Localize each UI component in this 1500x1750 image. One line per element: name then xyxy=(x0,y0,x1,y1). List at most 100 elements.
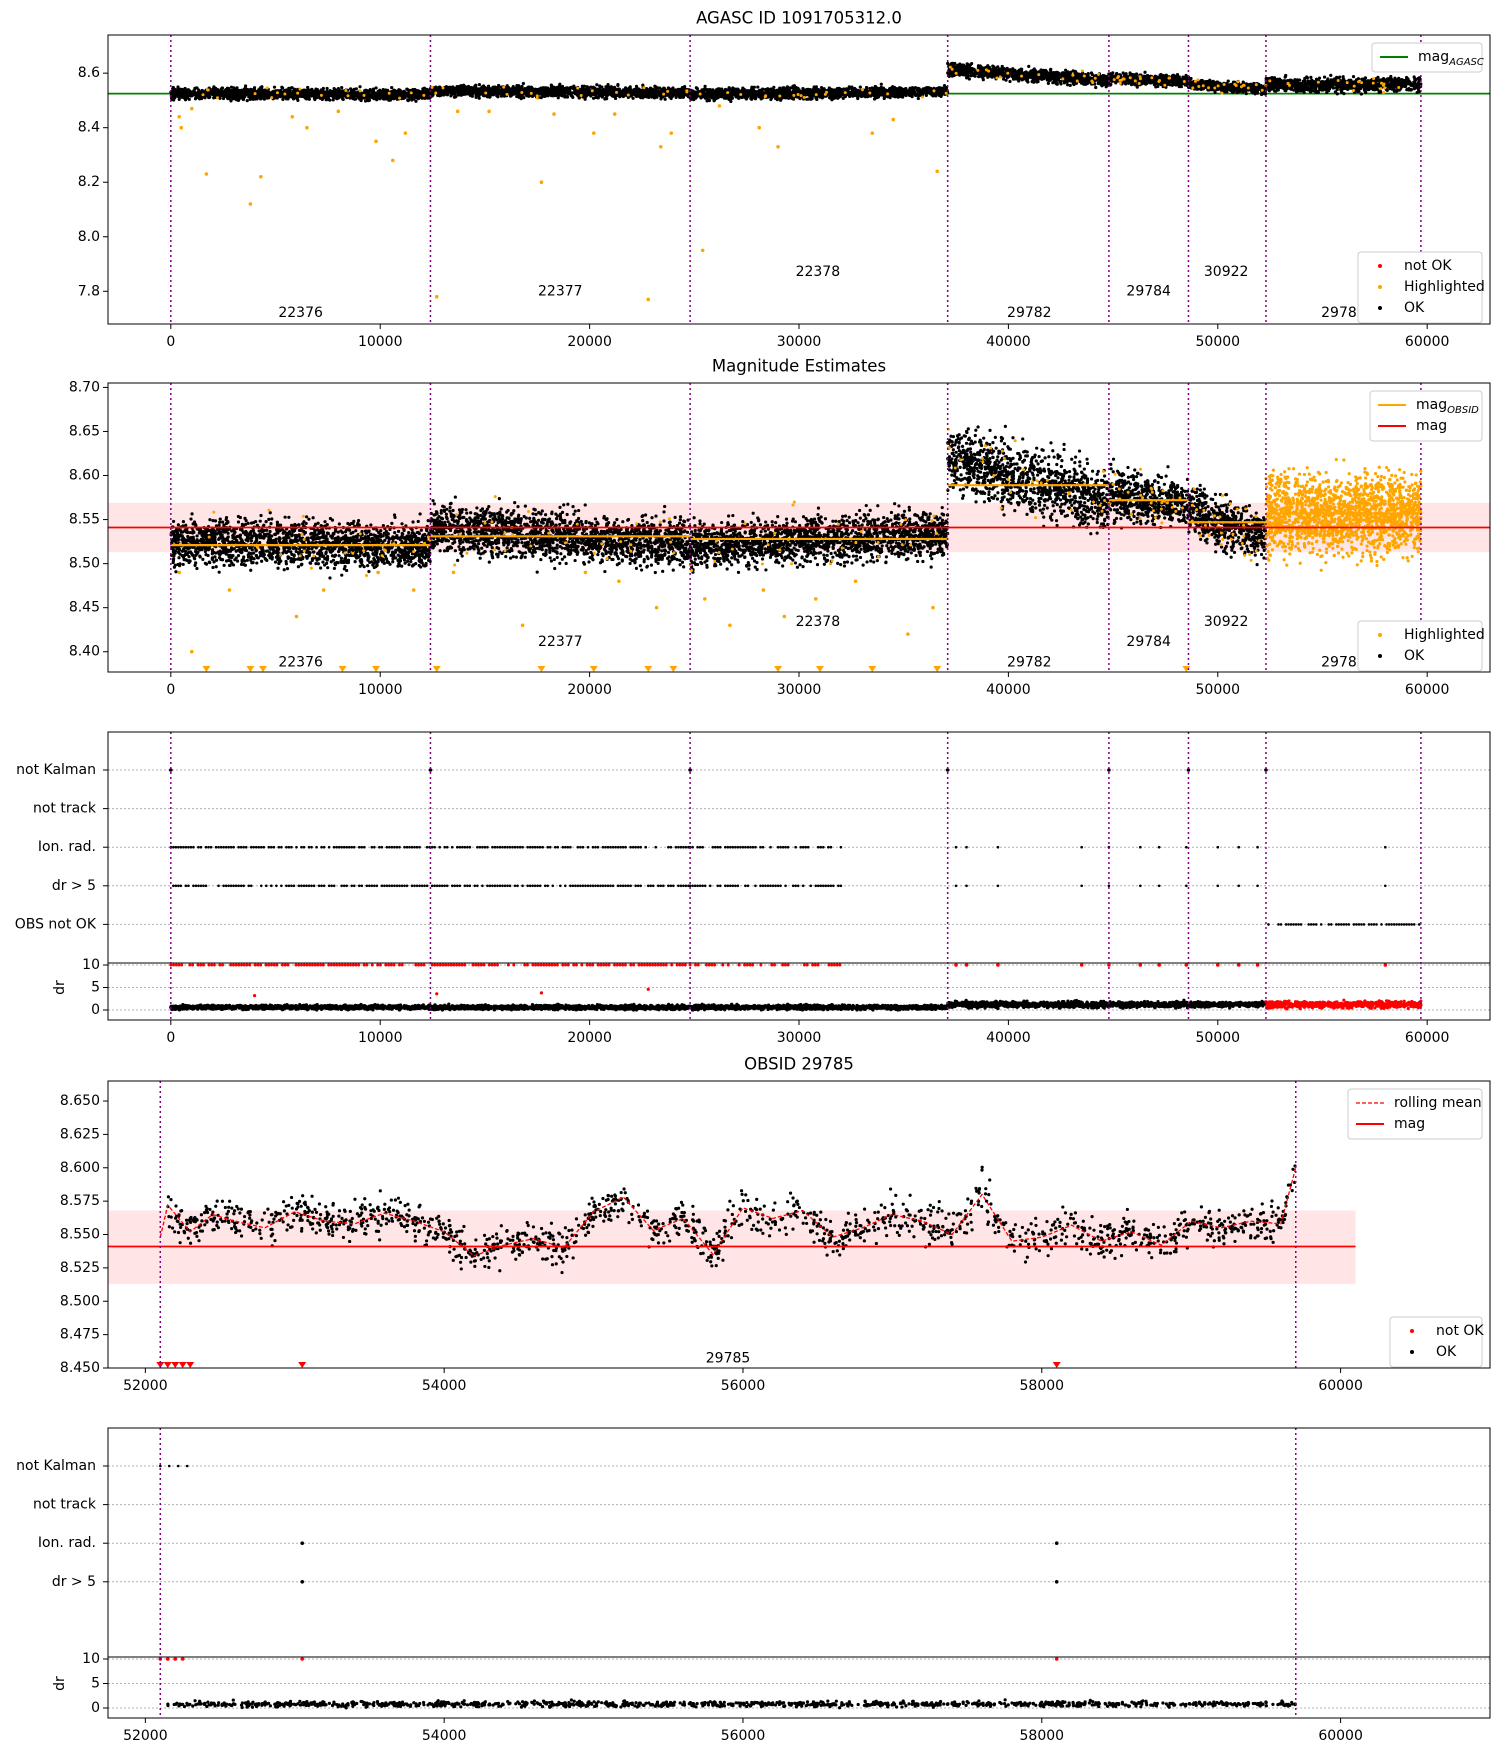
data-point xyxy=(677,93,681,97)
data-point xyxy=(805,91,810,95)
data-point xyxy=(394,90,399,94)
data-point xyxy=(758,94,762,98)
data-point xyxy=(749,92,753,96)
data-point xyxy=(839,93,843,97)
data-point xyxy=(459,84,463,88)
data-point xyxy=(464,86,469,90)
data-point xyxy=(171,85,175,90)
data-point xyxy=(354,93,358,98)
data-point xyxy=(226,91,230,95)
data-point xyxy=(473,84,477,88)
data-point xyxy=(785,87,789,91)
data-point xyxy=(213,93,218,97)
data-point xyxy=(766,88,770,92)
data-point xyxy=(858,85,862,89)
data-point xyxy=(703,96,708,100)
data-point xyxy=(812,89,816,93)
data-point xyxy=(634,84,639,88)
data-point xyxy=(478,91,483,95)
data-point xyxy=(454,95,458,99)
data-point xyxy=(185,88,189,92)
data-point xyxy=(896,95,900,99)
data-point xyxy=(692,97,696,102)
data-point xyxy=(591,85,596,89)
data-point xyxy=(203,96,207,100)
data-point xyxy=(327,92,331,96)
data-point xyxy=(477,82,481,87)
data-point xyxy=(916,96,920,101)
data-point xyxy=(600,94,605,98)
data-point xyxy=(272,85,277,89)
data-point xyxy=(407,98,411,102)
data-point xyxy=(733,93,737,97)
data-point xyxy=(349,95,353,99)
data-point xyxy=(736,88,740,92)
chart-title: AGASC ID 1091705312.0 xyxy=(696,9,902,28)
data-point xyxy=(570,94,574,98)
data-point xyxy=(198,94,202,98)
data-point xyxy=(888,87,893,92)
data-point xyxy=(257,90,261,94)
data-point xyxy=(656,89,660,94)
data-point xyxy=(354,87,358,91)
data-point xyxy=(638,90,642,94)
data-point xyxy=(413,93,417,97)
data-point xyxy=(287,87,291,91)
data-point xyxy=(549,83,553,87)
data-point xyxy=(756,85,760,89)
data-point xyxy=(543,90,547,94)
data-point xyxy=(772,92,776,97)
data-point xyxy=(752,85,756,89)
data-point xyxy=(720,93,724,97)
data-point xyxy=(501,89,505,93)
data-point xyxy=(712,99,716,103)
data-point xyxy=(550,94,554,98)
data-point xyxy=(723,93,727,97)
data-point xyxy=(833,96,838,100)
data-point xyxy=(819,85,824,90)
data-point xyxy=(827,87,831,91)
data-point xyxy=(256,93,261,97)
data-point xyxy=(707,94,711,98)
data-point xyxy=(850,93,854,97)
data-point xyxy=(774,96,778,101)
data-point xyxy=(468,93,473,98)
data-point xyxy=(515,84,519,88)
data-point xyxy=(863,91,867,95)
data-point xyxy=(810,96,814,101)
data-point xyxy=(577,90,581,94)
data-point xyxy=(375,97,380,101)
data-point xyxy=(940,92,944,96)
data-point xyxy=(540,91,544,95)
data-point xyxy=(390,86,394,90)
data-point xyxy=(177,97,181,101)
data-point xyxy=(496,95,500,99)
data-point xyxy=(859,94,864,99)
data-point xyxy=(552,87,556,91)
data-point xyxy=(307,97,311,101)
data-point xyxy=(340,94,344,98)
data-point xyxy=(409,94,413,99)
data-point xyxy=(893,95,897,99)
data-point xyxy=(511,86,515,90)
data-point xyxy=(946,61,950,66)
data-point xyxy=(358,85,362,89)
data-point xyxy=(731,86,735,90)
data-point xyxy=(560,93,564,98)
data-point xyxy=(900,94,904,99)
data-point xyxy=(215,88,220,92)
data-point xyxy=(366,99,370,103)
data-point xyxy=(567,87,571,91)
data-point xyxy=(785,92,789,96)
data-point xyxy=(340,86,344,90)
data-point xyxy=(619,92,623,96)
data-point xyxy=(621,94,625,99)
data-point xyxy=(561,88,565,92)
data-point xyxy=(557,90,562,94)
data-point xyxy=(265,90,269,94)
data-point xyxy=(341,97,345,101)
data-point xyxy=(305,94,309,99)
data-point xyxy=(518,86,523,90)
data-point xyxy=(607,85,611,89)
data-point xyxy=(243,84,248,88)
